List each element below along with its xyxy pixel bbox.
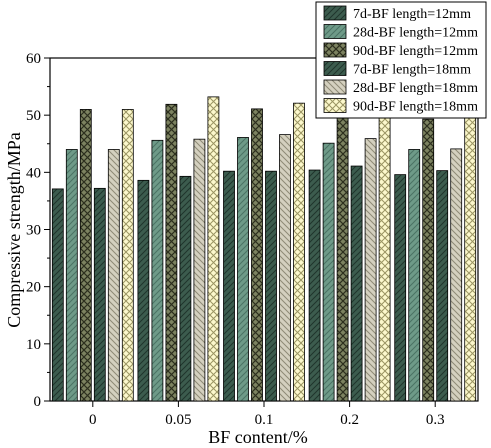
legend-swatch (323, 42, 347, 58)
bar-0.1-series-2 (237, 137, 249, 402)
bar-0.2-series-2 (322, 142, 335, 402)
legend-label: 28d-BF length=18mm (353, 81, 478, 96)
x-tick-label: 0.2 (340, 412, 359, 428)
bar-0.2-series-4 (350, 165, 363, 402)
y-tick-label: 60 (26, 51, 41, 67)
bar-0-series-4 (93, 187, 106, 402)
legend-label: 7d-BF length=12mm (353, 7, 471, 22)
bar-0.1-series-4 (265, 170, 277, 402)
bar-0-series-1 (51, 188, 64, 402)
bar-0.2-series-5 (364, 138, 377, 402)
y-tick-label: 10 (26, 337, 41, 353)
ticks: 0 10 20 30 40 50 60 0 0.05 0.1 0.2 0.3 (26, 51, 445, 428)
bar-0.1-series-3 (251, 108, 263, 402)
legend-label: 90d-BF length=12mm (353, 44, 478, 59)
bar-0.1-series-6 (293, 102, 305, 402)
bar-0.05-series-5 (193, 138, 206, 402)
legend-swatch (323, 24, 347, 39)
bar-0.3-series-6 (464, 117, 477, 402)
bar-0.05-series-6 (207, 96, 220, 402)
bar-0.1-series-5 (279, 134, 291, 402)
bars (51, 96, 477, 402)
bar-0.3-series-4 (436, 170, 449, 402)
legend-swatch (323, 98, 347, 113)
bar-0-series-3 (79, 109, 92, 402)
bar-0.1-series-1 (223, 170, 235, 402)
y-tick-label: 0 (34, 394, 42, 410)
legend-label: 28d-BF length=12mm (353, 26, 478, 41)
bar-0.3-series-2 (408, 149, 421, 402)
x-tick-label: 0.1 (255, 412, 274, 428)
legend: 7d-BF length=12mm 28d-BF length=12mm 90d-B… (315, 1, 487, 119)
x-tick-label: 0 (89, 412, 97, 428)
y-tick-label: 20 (26, 280, 41, 296)
bar-0.3-series-1 (394, 174, 407, 402)
bar-0.05-series-3 (165, 103, 178, 402)
bar-0.05-series-2 (151, 139, 164, 402)
bar-0-series-5 (107, 149, 120, 402)
bar-0.05-series-1 (137, 179, 150, 402)
y-tick-label: 40 (26, 165, 41, 181)
y-axis-title: Compressive strength/MPa (4, 132, 24, 328)
bar-0.2-series-6 (378, 114, 391, 402)
x-axis-title: BF content/% (208, 427, 308, 447)
y-tick-label: 30 (26, 223, 41, 239)
bar-0.05-series-4 (179, 175, 192, 402)
legend-swatch (323, 61, 347, 76)
bar-0.3-series-3 (422, 118, 435, 402)
legend-swatch (323, 5, 347, 21)
x-tick-label: 0.3 (426, 412, 445, 428)
bar-0-series-2 (65, 149, 78, 402)
bar-0-series-6 (121, 109, 134, 402)
bar-0.3-series-5 (450, 148, 463, 402)
bar-0.2-series-3 (336, 115, 349, 402)
legend-label: 90d-BF length=18mm (353, 100, 478, 115)
bar-0.2-series-1 (308, 169, 321, 402)
legend-label: 7d-BF length=18mm (353, 63, 471, 78)
legend-swatch (323, 79, 347, 95)
y-tick-label: 50 (26, 108, 41, 124)
x-tick-label: 0.05 (165, 412, 191, 428)
